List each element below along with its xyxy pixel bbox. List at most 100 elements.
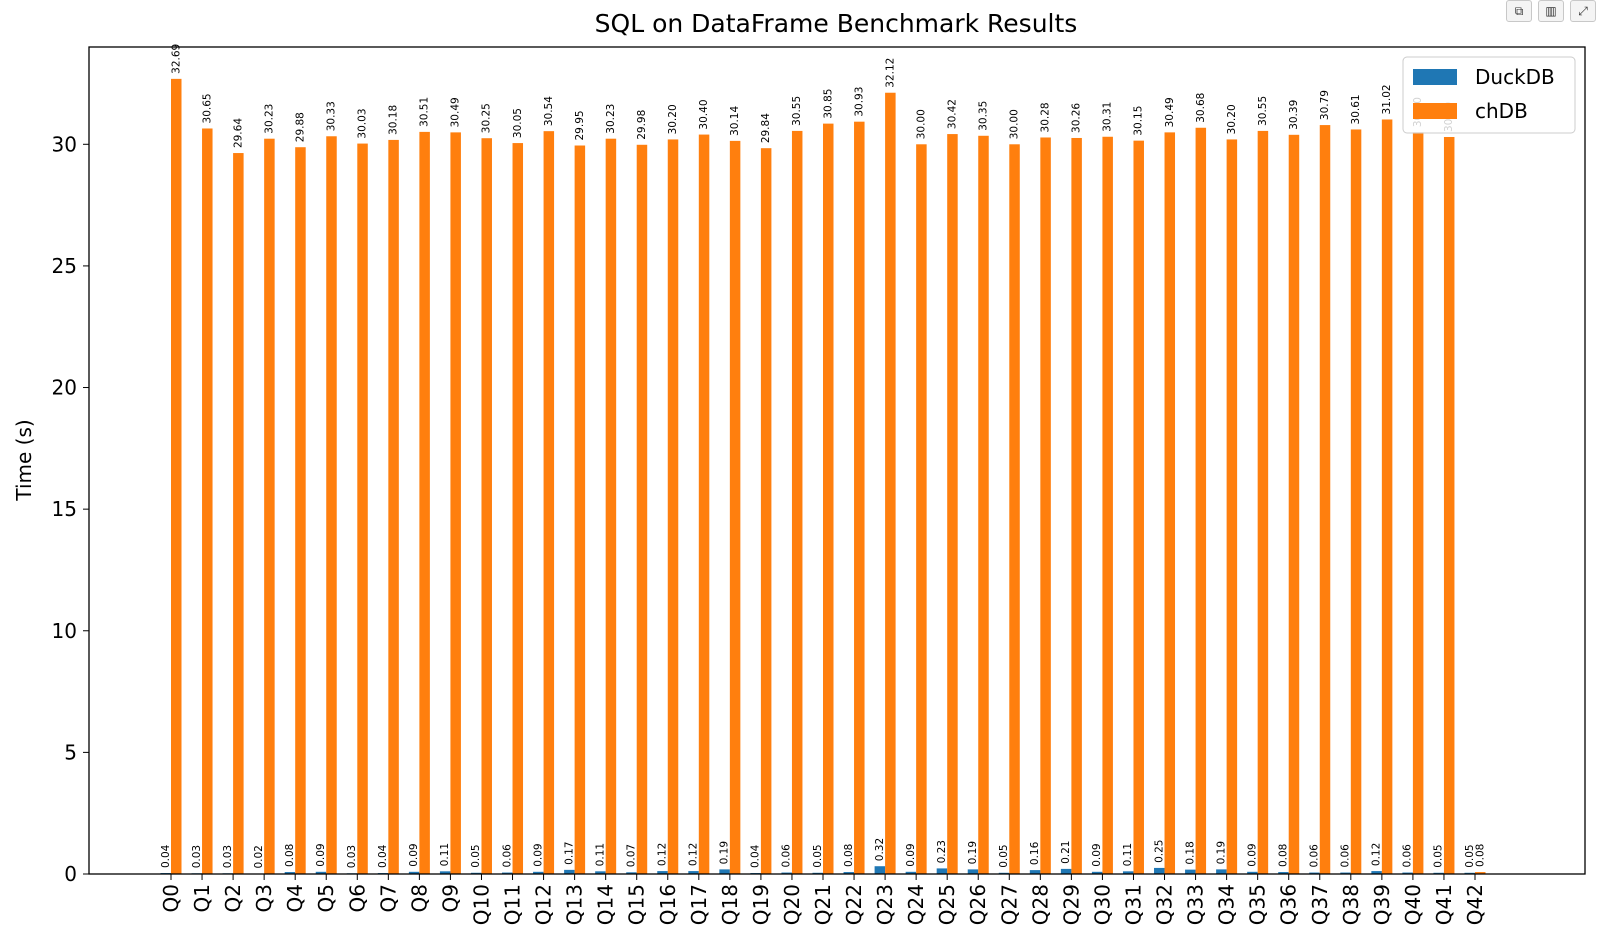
copy-button[interactable]: ⧉	[1506, 0, 1532, 22]
value-label-chdb-q5: 30.33	[325, 101, 337, 131]
bar-chdb-q13	[574, 145, 586, 874]
value-label-chdb-q19: 29.84	[760, 113, 772, 143]
value-label-duckdb-q25: 0.23	[936, 840, 948, 863]
bar-duckdb-q25	[936, 868, 948, 874]
x-tick-label-q13: Q13	[563, 884, 587, 925]
bar-duckdb-q4	[284, 872, 296, 874]
y-tick-label-10: 10	[52, 619, 77, 643]
bar-duckdb-q14	[595, 871, 606, 874]
bar-chdb-q33	[1195, 127, 1207, 874]
y-tick-label-25: 25	[52, 254, 77, 278]
legend: DuckDB chDB	[1402, 56, 1576, 134]
value-label-chdb-q27: 30.00	[1009, 109, 1021, 139]
x-tick-label-q33: Q33	[1184, 884, 1208, 925]
value-label-duckdb-q15: 0.07	[625, 844, 637, 867]
x-tick-label-q29: Q29	[1059, 884, 1083, 925]
bar-chdb-q15	[636, 144, 648, 875]
value-label-chdb-q13: 29.95	[574, 110, 586, 140]
chart-title: SQL on DataFrame Benchmark Results	[595, 9, 1078, 38]
x-tick-label-q40: Q40	[1401, 884, 1425, 925]
x-tick-label-q1: Q1	[190, 884, 214, 912]
value-label-chdb-q3: 30.23	[263, 104, 275, 134]
bar-chdb-q9	[450, 132, 461, 874]
value-label-duckdb-q38: 0.06	[1340, 844, 1352, 868]
value-label-duckdb-q18: 0.19	[719, 841, 731, 864]
value-label-duckdb-q31: 0.11	[1122, 843, 1134, 866]
copy-icon: ⧉	[1514, 3, 1524, 18]
value-label-chdb-q33: 30.68	[1195, 93, 1207, 123]
chart-view-button[interactable]: ▥	[1538, 0, 1564, 22]
y-tick-label-15: 15	[52, 497, 77, 521]
value-label-duckdb-q12: 0.09	[532, 843, 544, 866]
bar-duckdb-q35	[1247, 871, 1258, 874]
bar-chdb-q26	[978, 135, 989, 874]
bar-duckdb-q16	[657, 871, 668, 874]
bar-chdb-q1	[202, 128, 213, 874]
bar-chdb-q29	[1071, 137, 1082, 875]
value-label-chdb-q28: 30.28	[1040, 102, 1052, 132]
value-label-duckdb-q35: 0.09	[1246, 843, 1258, 866]
x-tick-label-q15: Q15	[625, 884, 649, 925]
bar-duckdb-q17	[688, 871, 699, 874]
plot-area: 0.04 32.69 Q0 0.03 30.65 Q1 0.03 29.64 Q2 0.02 30.…	[52, 44, 1586, 925]
bar-chdb-q10	[481, 138, 492, 874]
bar-duckdb-q24	[905, 871, 917, 874]
x-tick-label-q11: Q11	[501, 884, 525, 925]
bar-chdb-q19	[760, 148, 772, 874]
value-label-chdb-q11: 30.05	[512, 108, 524, 138]
value-label-chdb-q7: 30.18	[388, 105, 400, 135]
value-label-duckdb-q7: 0.04	[377, 844, 389, 868]
bar-chdb-q30	[1102, 136, 1113, 874]
value-label-duckdb-q27: 0.05	[998, 844, 1010, 867]
value-label-chdb-q26: 30.35	[977, 101, 989, 131]
x-tick-label-q42: Q42	[1463, 884, 1487, 925]
x-tick-label-q27: Q27	[997, 884, 1021, 925]
x-tick-label-q25: Q25	[935, 884, 959, 925]
value-label-duckdb-q30: 0.09	[1091, 843, 1103, 866]
expand-button[interactable]: ⤢	[1570, 0, 1596, 22]
value-label-chdb-q20: 30.55	[791, 96, 803, 126]
x-tick-label-q8: Q8	[407, 884, 431, 912]
bar-duckdb-q28	[1029, 870, 1041, 874]
bar-chdb-q40	[1412, 132, 1424, 875]
bar-duckdb-q15	[626, 872, 637, 874]
value-label-chdb-q42: 0.08	[1474, 844, 1486, 867]
bar-duckdb-q12	[533, 871, 544, 874]
value-label-chdb-q30: 30.31	[1102, 102, 1114, 132]
value-label-chdb-q37: 30.79	[1319, 90, 1331, 120]
legend-label-duckdb: DuckDB	[1475, 65, 1555, 89]
value-label-chdb-q14: 30.23	[605, 104, 617, 134]
value-label-chdb-q23: 32.12	[884, 58, 896, 88]
bar-duckdb-q32	[1154, 867, 1165, 874]
bar-chdb-q3	[264, 138, 275, 874]
value-label-duckdb-q28: 0.16	[1029, 841, 1041, 865]
value-label-chdb-q36: 30.39	[1288, 100, 1300, 130]
value-label-duckdb-q41: 0.05	[1433, 844, 1445, 867]
bar-chdb-q17	[698, 134, 710, 875]
value-label-chdb-q24: 30.00	[915, 109, 927, 139]
bar-chdb-q20	[791, 130, 803, 874]
bar-chdb-q34	[1226, 139, 1238, 874]
value-label-chdb-q25: 30.42	[946, 99, 958, 129]
bar-chdb-q28	[1040, 137, 1051, 875]
value-label-duckdb-q9: 0.11	[439, 843, 451, 866]
x-tick-label-q6: Q6	[345, 884, 369, 912]
value-label-chdb-q1: 30.65	[201, 93, 213, 123]
value-label-chdb-q9: 30.49	[450, 97, 462, 127]
x-tick-label-q26: Q26	[966, 884, 990, 925]
bar-duckdb-q29	[1060, 868, 1072, 874]
bar-chdb-q25	[947, 134, 958, 874]
bar-chdb-q11	[512, 143, 524, 874]
x-tick-label-q0: Q0	[159, 884, 183, 912]
value-label-duckdb-q33: 0.18	[1184, 841, 1196, 864]
y-tick-label-30: 30	[52, 132, 77, 156]
x-tick-label-q4: Q4	[283, 884, 307, 912]
bar-chdb-q16	[667, 139, 679, 874]
bar-duckdb-q37	[1309, 872, 1320, 874]
value-label-chdb-q16: 30.20	[667, 104, 679, 134]
y-tick-label-20: 20	[52, 376, 77, 400]
x-tick-label-q21: Q21	[811, 884, 835, 925]
value-label-duckdb-q14: 0.11	[594, 843, 606, 866]
x-tick-label-q38: Q38	[1339, 884, 1363, 925]
value-label-chdb-q8: 30.51	[419, 97, 431, 127]
